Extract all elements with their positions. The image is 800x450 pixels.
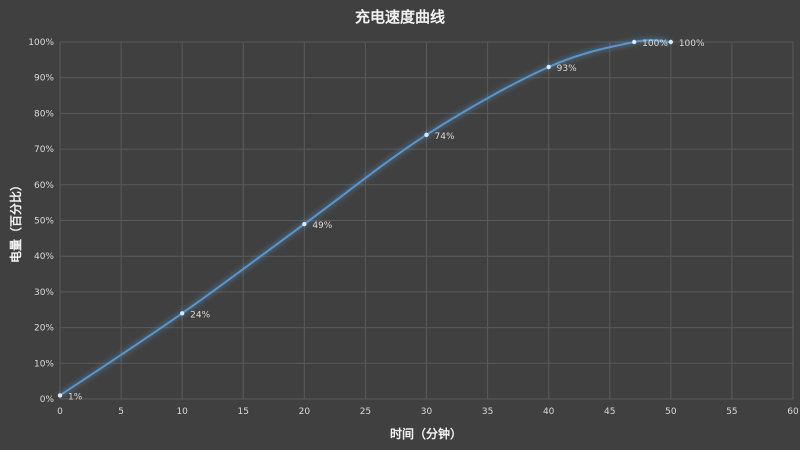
x-axis-ticks: 0 5 10 15 20 25 30 35 40 45 50 55 60 xyxy=(57,407,799,417)
y-tick-label: 90% xyxy=(34,74,54,84)
y-tick-label: 0% xyxy=(40,395,55,405)
data-point xyxy=(424,132,429,138)
data-point xyxy=(179,311,185,316)
x-tick-label: 60 xyxy=(787,407,799,417)
series-layer: 1% 24% 49% 74% 93% 100% 100% xyxy=(57,39,705,402)
data-label: 100% xyxy=(679,39,705,49)
data-label: 74% xyxy=(435,132,455,142)
y-tick-label: 30% xyxy=(34,288,54,298)
data-point xyxy=(546,64,551,70)
data-point xyxy=(631,39,637,45)
x-tick-label: 0 xyxy=(57,407,63,417)
y-tick-label: 10% xyxy=(34,359,54,369)
data-label: 100% xyxy=(642,39,668,49)
x-tick-label: 30 xyxy=(421,407,433,417)
y-tick-label: 20% xyxy=(34,324,54,334)
x-tick-label: 25 xyxy=(360,407,371,417)
y-axis-ticks: 0% 10% 20% 30% 40% 50% 60% 70% 80% 90% 100% xyxy=(28,38,54,405)
x-tick-label: 20 xyxy=(299,407,311,417)
y-tick-label: 40% xyxy=(34,252,54,262)
x-tick-label: 10 xyxy=(176,407,188,417)
x-tick-label: 5 xyxy=(118,407,124,417)
grid-lines xyxy=(59,41,794,400)
y-tick-label: 50% xyxy=(34,217,54,227)
data-point xyxy=(57,393,63,398)
data-label: 49% xyxy=(312,221,332,231)
x-tick-label: 40 xyxy=(543,407,555,417)
data-point xyxy=(302,221,307,227)
x-tick-label: 50 xyxy=(665,407,677,417)
x-tick-label: 35 xyxy=(482,407,493,417)
data-label: 24% xyxy=(190,310,210,320)
chart-title: 充电速度曲线 xyxy=(355,8,445,26)
series-line xyxy=(59,39,671,397)
x-tick-label: 45 xyxy=(604,407,615,417)
y-tick-label: 70% xyxy=(34,145,54,155)
y-tick-label: 100% xyxy=(28,38,54,48)
y-axis-title: 电量（百分比） xyxy=(8,179,23,263)
y-tick-label: 80% xyxy=(34,109,54,119)
x-tick-label: 15 xyxy=(238,407,249,417)
y-tick-label: 60% xyxy=(34,181,54,191)
data-point xyxy=(668,39,674,45)
x-tick-label: 55 xyxy=(726,407,737,417)
data-label: 1% xyxy=(68,392,83,402)
data-label: 93% xyxy=(557,64,577,74)
x-axis-title: 时间（分钟） xyxy=(390,426,462,441)
